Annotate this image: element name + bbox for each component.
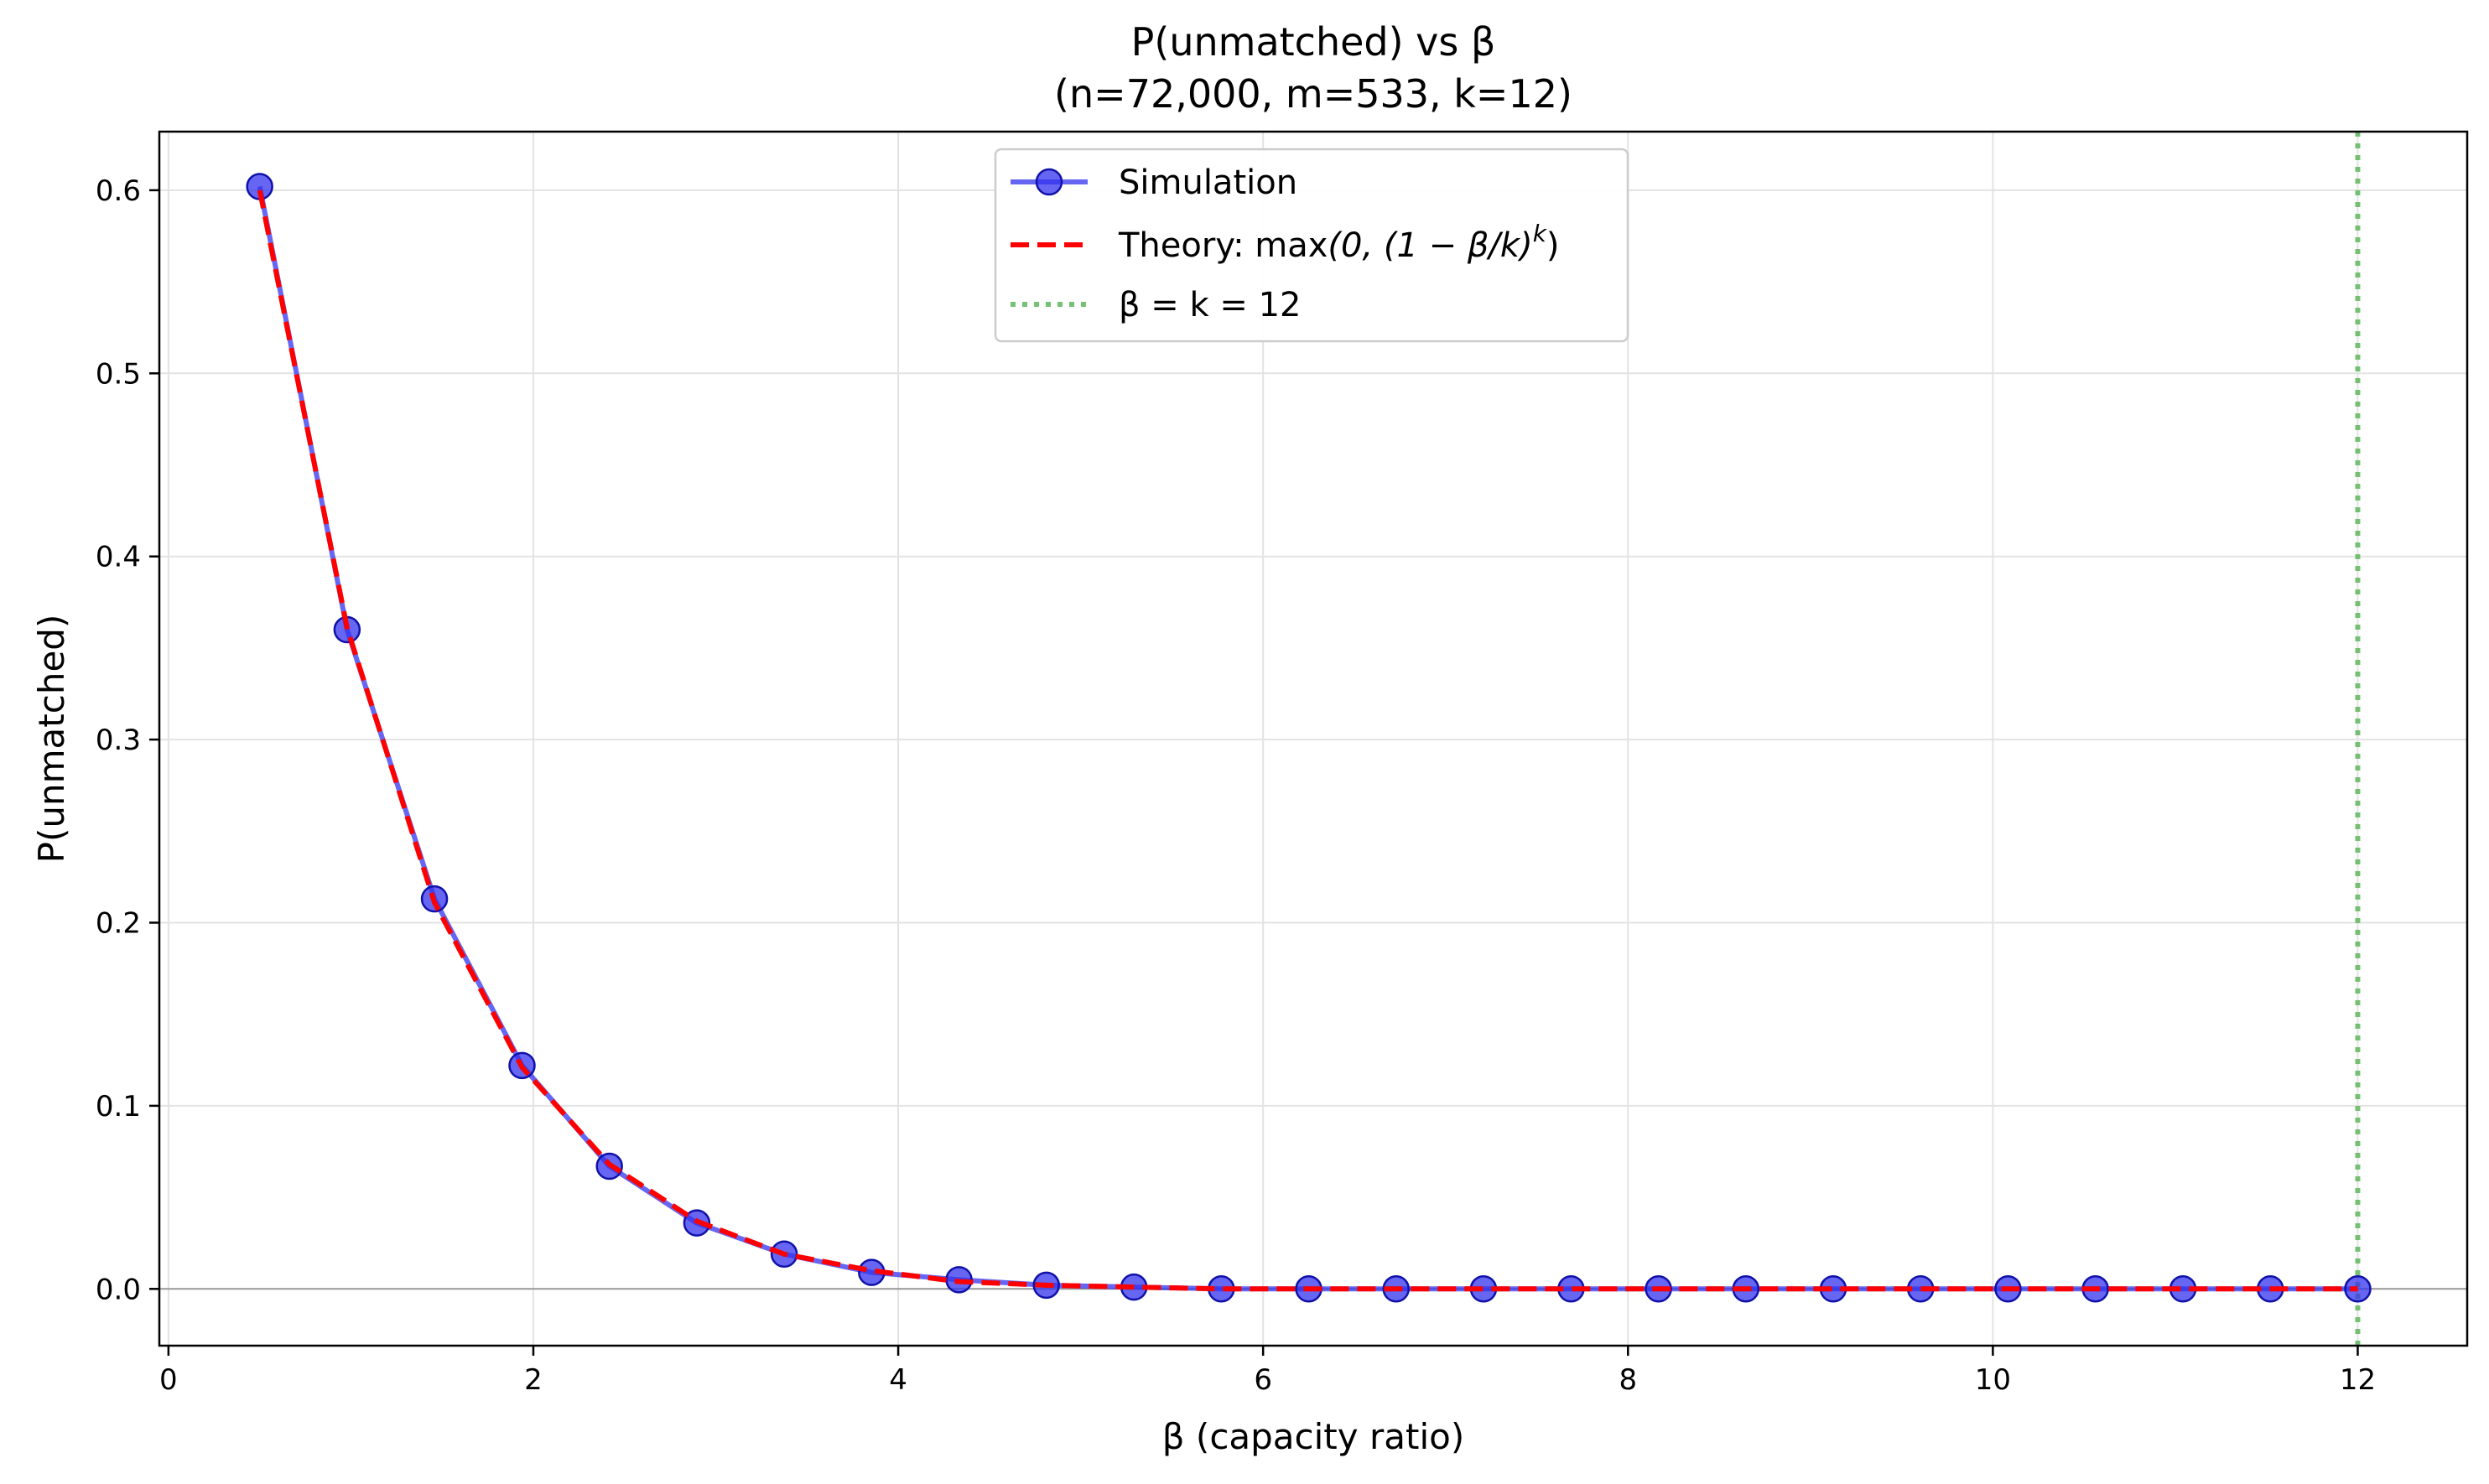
y-tick-label-5: 0.5 — [96, 357, 141, 391]
chart-subtitle: (n=72,000, m=533, k=12) — [1054, 71, 1572, 117]
legend-entry-reference: β = k = 12 — [1011, 286, 1301, 324]
legend: Simulation Theory: max(0, (1 − β/k)k) β … — [994, 148, 1629, 343]
theory-line — [257, 189, 2358, 1292]
legend-entry-simulation: Simulation — [1011, 163, 1297, 202]
x-tick-label-3: 6 — [1254, 1363, 1272, 1397]
y-tick-label-6: 0.6 — [96, 174, 141, 208]
legend-simulation-marker — [1035, 168, 1063, 196]
legend-reference-label: β = k = 12 — [1119, 286, 1301, 324]
x-tick-label-1: 2 — [524, 1363, 543, 1397]
legend-theory-suffix: ) — [1546, 226, 1560, 265]
x-tick-label-6: 12 — [2340, 1363, 2376, 1397]
y-tick-label-4: 0.4 — [96, 541, 141, 574]
y-tick-label-2: 0.2 — [96, 906, 141, 940]
y-axis-label: P(unmatched) — [31, 615, 72, 864]
x-tick-label-2: 4 — [889, 1363, 907, 1397]
legend-box — [994, 148, 1629, 343]
legend-theory-formula: (0, (1 − β/k) — [1328, 226, 1532, 265]
legend-theory-prefix: Theory: max — [1118, 226, 1328, 265]
legend-entry-theory: Theory: max(0, (1 − β/k)k) — [1011, 220, 1560, 265]
x-axis-label: β (capacity ratio) — [1162, 1416, 1464, 1457]
y-tick-label-1: 0.1 — [96, 1090, 141, 1123]
legend-theory-label: Theory: max(0, (1 − β/k)k) — [1118, 220, 1560, 265]
x-tick-label-4: 8 — [1619, 1363, 1637, 1397]
x-tick-label-5: 10 — [1975, 1363, 2011, 1397]
x-axis: 0 2 4 6 8 10 12 — [159, 1346, 2376, 1397]
y-axis: 0.0 0.1 0.2 0.3 0.4 0.5 0.6 — [96, 174, 159, 1306]
series-layer — [246, 173, 2372, 1303]
legend-simulation-label: Simulation — [1119, 163, 1297, 202]
y-tick-label-3: 0.3 — [96, 724, 141, 757]
legend-theory-exponent: k — [1533, 220, 1548, 247]
chart-title: P(unmatched) vs β — [1131, 19, 1496, 65]
x-tick-label-0: 0 — [159, 1363, 178, 1397]
y-tick-label-0: 0.0 — [96, 1273, 141, 1306]
